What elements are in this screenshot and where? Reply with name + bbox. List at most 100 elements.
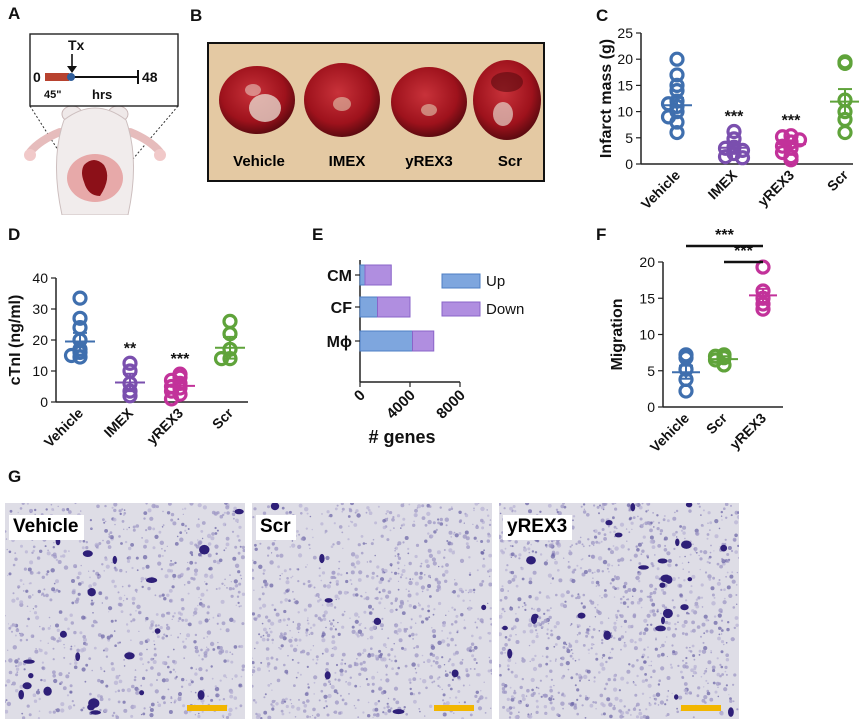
y-axis-title: Infarct mass (g) (598, 39, 615, 158)
bar-down-1 (377, 296, 411, 318)
significance-imex: *** (725, 109, 744, 126)
y-tick-label: 15 (617, 77, 633, 93)
significance-imex: ** (124, 340, 137, 357)
y-tick-label: 10 (617, 104, 633, 120)
y-tick-label: 0 (40, 394, 48, 410)
ctni-chart: 0 10 20 30 40 cTnI (ng/ml) Vehicle IMEX ** yREX3 *… (7, 270, 248, 450)
bar-up-0 (359, 264, 366, 286)
arrow-down-icon (67, 66, 77, 73)
data-point-scr (837, 124, 853, 141)
panel-letter-b: B (190, 6, 203, 25)
timeline-box (29, 33, 179, 107)
panel-a-schematic: Tx 0 48 45" hrs (24, 33, 179, 215)
y-tick-label: 15 (639, 290, 655, 306)
data-point-vehicle (63, 347, 80, 364)
data-point-scr (222, 313, 238, 330)
data-point-vehicle (669, 77, 685, 94)
comparison-significance: *** (734, 243, 753, 260)
y-tick-label: 20 (639, 254, 655, 270)
micrograph-label-vehicle: Vehicle (9, 515, 84, 540)
legend-swatch-up (441, 273, 481, 289)
x-tick-label-imex: IMEX (101, 404, 137, 440)
x-tick-label-imex: IMEX (705, 166, 741, 202)
timeline-start-label: 0 (33, 69, 41, 85)
micrograph-vehicle: Vehicle (5, 503, 245, 719)
bar-up-2 (359, 330, 413, 352)
data-point-imex (734, 150, 751, 166)
data-point-yrex3 (755, 301, 771, 317)
y-tick-label: 5 (625, 130, 633, 146)
heart-slice-imex (304, 63, 380, 137)
data-point-yrex3 (783, 152, 799, 168)
mouse-illustration (24, 105, 179, 215)
slice-label-scr: Scr (498, 153, 522, 170)
category-label: CM (327, 268, 352, 285)
x-tick-label: 4000 (383, 387, 419, 423)
panel-letter-g: G (8, 467, 22, 486)
bar-up-1 (359, 296, 378, 318)
data-point-scr (837, 111, 853, 128)
micrograph-cells (252, 503, 492, 719)
y-tick-label: 40 (32, 270, 48, 286)
y-tick-label: 20 (617, 51, 633, 67)
x-tick-label-yrex3: yREX3 (143, 405, 186, 448)
y-tick-label: 20 (32, 332, 48, 348)
x-tick-label-yrex3: yREX3 (726, 410, 769, 453)
y-tick-label: 25 (617, 25, 633, 41)
micrograph-label-yrex3: yREX3 (503, 515, 573, 540)
heart-slice-yrex3 (391, 67, 467, 137)
slice-label-vehicle: Vehicle (233, 153, 285, 170)
data-point-vehicle (72, 290, 88, 306)
x-tick-label-scr: Scr (209, 404, 237, 432)
y-axis-title: Migration (609, 299, 626, 371)
micrograph-cells (499, 503, 739, 719)
units-label: hrs (92, 87, 112, 102)
tx-point (67, 73, 75, 81)
scale-bar (434, 705, 474, 711)
micrograph-yrex3: yREX3 (499, 503, 739, 719)
legend-label-up: Up (486, 273, 505, 290)
heart-slice-scr (473, 60, 541, 140)
heart-slice-vehicle (219, 66, 295, 134)
data-point-vehicle (669, 124, 685, 141)
panel-letter-c: C (596, 6, 609, 25)
significance-yrex3: *** (171, 351, 190, 368)
y-tick-label: 5 (647, 363, 655, 379)
data-point-imex (122, 355, 138, 371)
occlusion-bar (45, 73, 69, 81)
scale-bar (187, 705, 227, 711)
data-point-vehicle (678, 383, 694, 399)
timeline-end-label: 48 (142, 69, 158, 85)
micrograph-scr: Scr (252, 503, 492, 719)
x-tick-label: 8000 (433, 387, 469, 423)
x-tick-label: 0 (351, 387, 369, 405)
occlusion-label: 45" (44, 89, 61, 101)
bar-down-0 (364, 264, 392, 286)
slice-label-yrex3: yREX3 (405, 153, 453, 170)
y-tick-label: 10 (639, 327, 655, 343)
data-point-yrex3 (163, 391, 180, 407)
category-label: Mϕ (327, 334, 352, 351)
x-tick-label-scr: Scr (824, 166, 852, 194)
data-point-imex (734, 142, 751, 158)
legend-label-down: Down (486, 301, 524, 318)
comparison-significance: *** (715, 228, 734, 244)
heart-icon (82, 160, 108, 196)
x-tick-label-scr: Scr (703, 409, 731, 437)
panel-letter-e: E (312, 225, 324, 244)
y-axis-title: cTnI (ng/ml) (7, 295, 24, 386)
legend-swatch-down (441, 301, 481, 317)
data-point-scr (837, 55, 853, 71)
y-tick-label: 0 (647, 399, 655, 415)
panel-letter-d: D (8, 225, 21, 244)
y-tick-label: 30 (32, 301, 48, 317)
x-tick-label-yrex3: yREX3 (754, 167, 797, 210)
data-point-vehicle (72, 310, 88, 326)
micrograph-label-scr: Scr (256, 515, 296, 540)
y-tick-label: 10 (32, 363, 48, 379)
panel-b-heart-slices: Vehicle IMEX yREX3 Scr (207, 42, 545, 182)
panel-letter-a: A (8, 4, 21, 23)
tx-label: Tx (68, 37, 85, 53)
